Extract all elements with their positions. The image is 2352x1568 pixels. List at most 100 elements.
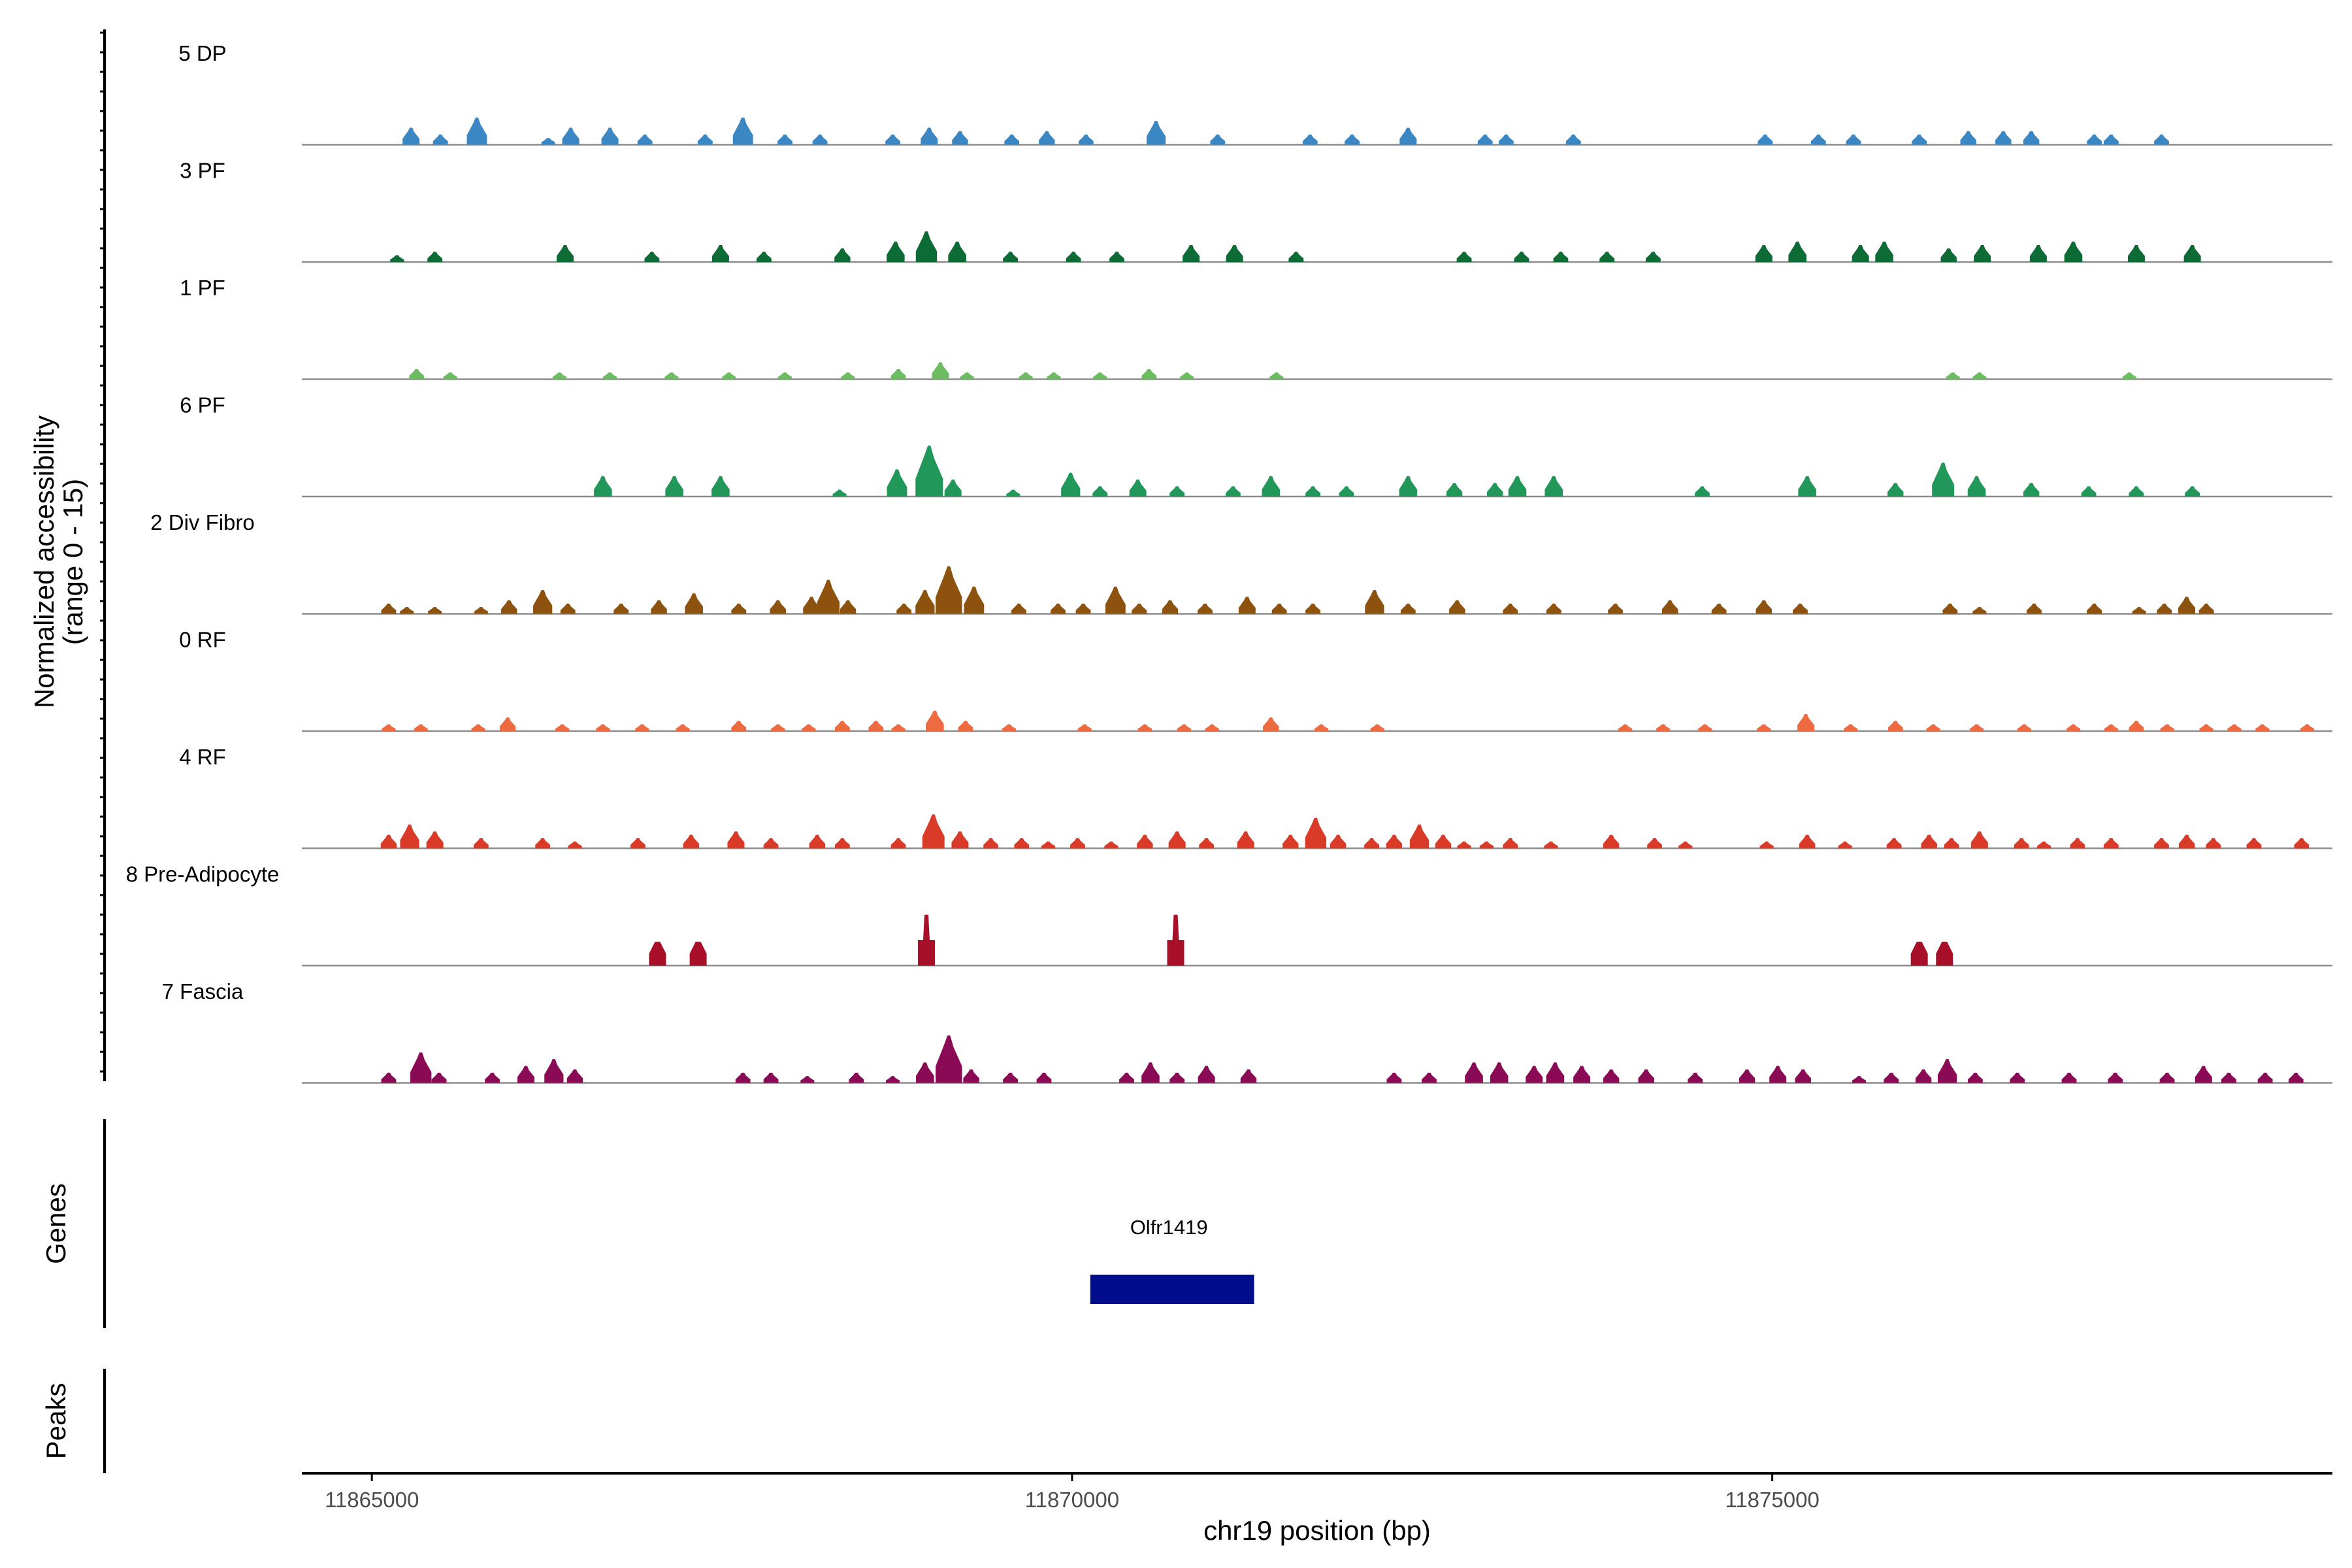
- coverage-peak: [952, 131, 968, 145]
- coverage-peak: [1479, 841, 1494, 849]
- coverage-peak: [1314, 724, 1329, 731]
- coverage-peak: [409, 368, 425, 380]
- coverage-peak: [566, 1069, 583, 1083]
- coverage-peak: [1386, 1072, 1402, 1083]
- coverage-peak: [1129, 480, 1147, 497]
- coverage-peak: [1399, 127, 1417, 145]
- coverage-peak: [596, 724, 610, 731]
- coverage-peak: [1014, 838, 1030, 849]
- coverage-peak: [2157, 603, 2172, 614]
- coverage-peak: [1546, 1062, 1565, 1083]
- coverage-peak: [1846, 134, 1861, 145]
- coverage-peak: [1695, 486, 1710, 497]
- coverage-peak: [885, 134, 900, 145]
- coverage-peak: [1886, 838, 1902, 849]
- coverage-peak: [1995, 131, 2012, 145]
- peaks-track-label: Peaks: [41, 1383, 71, 1460]
- coverage-peak: [601, 127, 619, 145]
- coverage-peak: [2023, 131, 2040, 145]
- coverage-peak: [1226, 245, 1243, 262]
- coverage-peak: [426, 831, 444, 849]
- coverage-peak: [1769, 1066, 1787, 1083]
- coverage-peak: [800, 1076, 815, 1083]
- coverage-peak: [1240, 1069, 1257, 1083]
- coverage-peak: [544, 1059, 564, 1083]
- coverage-peak: [896, 603, 912, 614]
- coverage-peak: [1974, 245, 1991, 262]
- coverage-peak: [1225, 486, 1241, 497]
- coverage-peak: [1119, 1072, 1134, 1083]
- coverage-peak: [2154, 134, 2169, 145]
- coverage-peak: [1282, 834, 1299, 849]
- coverage-peak: [1618, 724, 1633, 731]
- coverage-peak: [555, 724, 570, 731]
- coverage-peak: [602, 372, 617, 380]
- coverage-peak: [1011, 603, 1026, 614]
- track-label: 8 Pre-Adipocyte: [126, 862, 280, 887]
- coverage-peak: [485, 1072, 500, 1083]
- coverage-peak: [533, 590, 553, 614]
- coverage-peak: [1553, 252, 1569, 262]
- coverage-peak: [2070, 838, 2085, 849]
- coverage-peak: [1844, 724, 1858, 731]
- coverage-peak: [431, 1072, 447, 1083]
- coverage-peak: [2122, 372, 2136, 380]
- coverage-peak: [1263, 717, 1279, 731]
- coverage-peak: [809, 834, 825, 849]
- coverage-peak: [1960, 131, 1976, 145]
- coverage-peak: [1967, 476, 1986, 497]
- coverage-peak: [433, 134, 448, 145]
- coverage-peak: [2014, 838, 2029, 849]
- coverage-peak: [1656, 724, 1671, 731]
- coverage-peak: [2104, 724, 2118, 731]
- coverage-peak: [1970, 831, 1988, 849]
- coverage-peak: [1603, 834, 1620, 849]
- coverage-peak: [1169, 486, 1185, 497]
- track-7: 8 Pre-Adipocyte: [126, 862, 2332, 967]
- coverage-peak: [1162, 600, 1179, 614]
- coverage-peak: [664, 372, 679, 380]
- coverage-peak: [637, 134, 653, 145]
- coverage-peak: [1942, 603, 1958, 614]
- coverage-peak: [803, 596, 821, 614]
- y-axis-ticks: [100, 31, 105, 1073]
- coverage-peak: [2160, 724, 2174, 731]
- coverage-peak: [1409, 825, 1429, 849]
- coverage-peak: [697, 134, 713, 145]
- coverage-peak: [763, 838, 779, 849]
- coverage-peak: [1688, 1072, 1703, 1083]
- coverage-peak: [1075, 603, 1091, 614]
- coverage-peak: [517, 1066, 534, 1083]
- coverage-peak: [2246, 838, 2262, 849]
- coverage-peak: [2064, 241, 2083, 262]
- coverage-peak: [958, 721, 973, 731]
- coverage-peak: [2010, 1072, 2025, 1083]
- coverage-peak: [1465, 1062, 1483, 1083]
- coverage-peak: [944, 480, 962, 497]
- coverage-peak: [1456, 252, 1472, 262]
- coverage-peak: [1002, 724, 1017, 731]
- coverage-peak: [1237, 831, 1254, 849]
- coverage-peak: [1199, 838, 1215, 849]
- coverage-peak: [711, 245, 729, 262]
- coverage-peak: [2199, 724, 2213, 731]
- coverage-peak: [1788, 241, 1807, 262]
- coverage-peak: [651, 600, 667, 614]
- coverage-peak: [427, 252, 443, 262]
- coverage-peak: [2103, 134, 2119, 145]
- track-2: 1 PF: [180, 276, 2332, 380]
- coverage-peak: [2159, 1072, 2175, 1083]
- coverage-peak: [466, 117, 487, 145]
- coverage-peak: [400, 607, 414, 614]
- coverage-peak: [932, 362, 949, 380]
- coverage-peak: [963, 1069, 979, 1083]
- coverage-peak: [1698, 724, 1712, 731]
- coverage-peak: [410, 1052, 432, 1083]
- coverage-peak: [1661, 600, 1678, 614]
- coverage-peak: [474, 607, 488, 614]
- coverage-peak: [1169, 1072, 1185, 1083]
- coverage-peak: [756, 252, 772, 262]
- coverage-peak: [560, 603, 576, 614]
- coverage-peak: [2178, 834, 2195, 849]
- coverage-peak: [613, 603, 629, 614]
